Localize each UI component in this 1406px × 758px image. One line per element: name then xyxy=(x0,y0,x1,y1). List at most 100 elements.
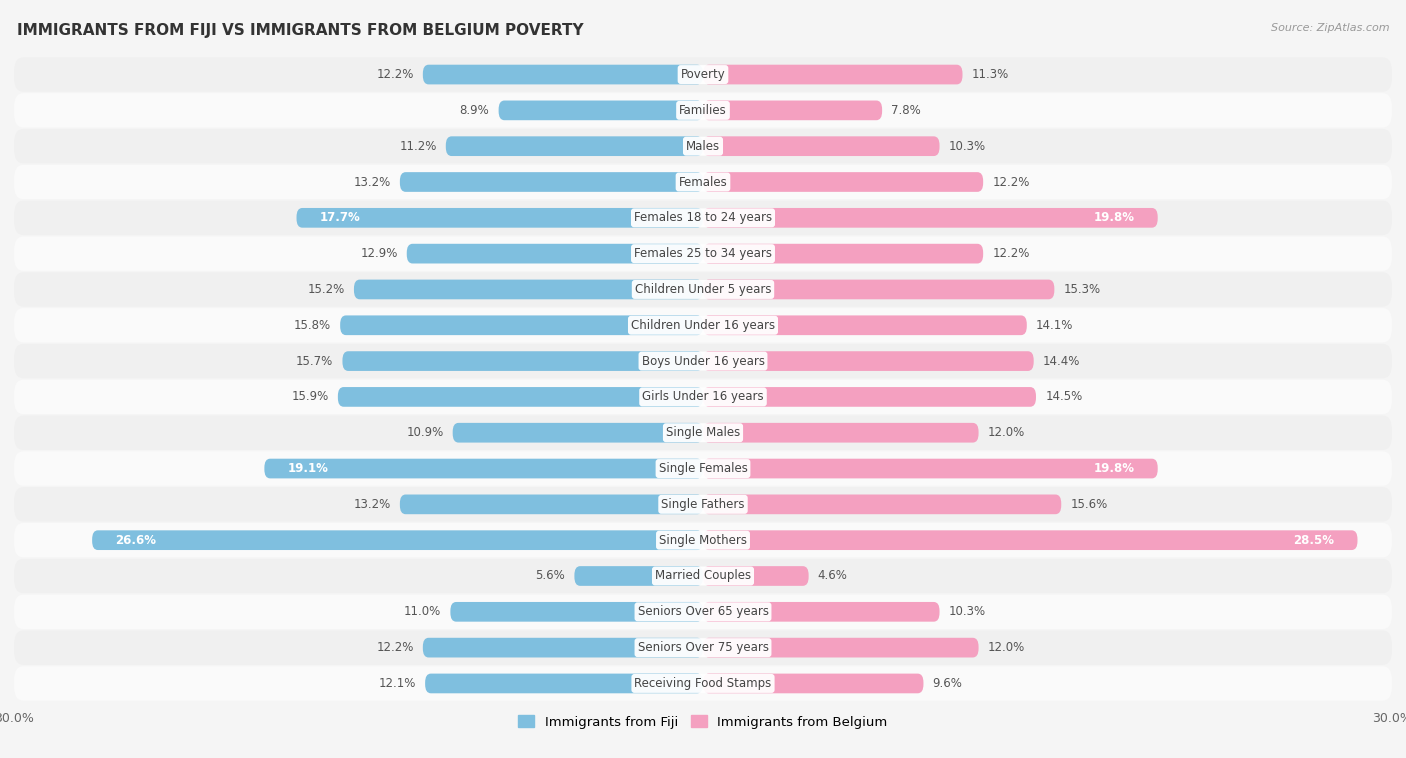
Text: Females 18 to 24 years: Females 18 to 24 years xyxy=(634,211,772,224)
FancyBboxPatch shape xyxy=(14,164,1392,199)
Text: 15.8%: 15.8% xyxy=(294,319,330,332)
Text: Males: Males xyxy=(686,139,720,152)
FancyBboxPatch shape xyxy=(703,566,808,586)
FancyBboxPatch shape xyxy=(14,487,1392,522)
Text: Children Under 5 years: Children Under 5 years xyxy=(634,283,772,296)
FancyBboxPatch shape xyxy=(453,423,703,443)
Text: Seniors Over 75 years: Seniors Over 75 years xyxy=(637,641,769,654)
FancyBboxPatch shape xyxy=(703,172,983,192)
FancyBboxPatch shape xyxy=(425,674,703,694)
FancyBboxPatch shape xyxy=(703,351,1033,371)
FancyBboxPatch shape xyxy=(703,531,1358,550)
FancyBboxPatch shape xyxy=(14,129,1392,164)
FancyBboxPatch shape xyxy=(399,172,703,192)
FancyBboxPatch shape xyxy=(14,58,1392,92)
FancyBboxPatch shape xyxy=(703,674,924,694)
FancyBboxPatch shape xyxy=(14,451,1392,486)
Text: Families: Families xyxy=(679,104,727,117)
Text: 19.8%: 19.8% xyxy=(1094,211,1135,224)
Text: Single Fathers: Single Fathers xyxy=(661,498,745,511)
Text: Single Mothers: Single Mothers xyxy=(659,534,747,547)
Text: 11.2%: 11.2% xyxy=(399,139,437,152)
Text: 12.1%: 12.1% xyxy=(378,677,416,690)
Text: 13.2%: 13.2% xyxy=(353,176,391,189)
FancyBboxPatch shape xyxy=(14,523,1392,557)
Text: 14.4%: 14.4% xyxy=(1043,355,1080,368)
Text: Children Under 16 years: Children Under 16 years xyxy=(631,319,775,332)
FancyBboxPatch shape xyxy=(14,236,1392,271)
Text: 10.3%: 10.3% xyxy=(949,606,986,619)
FancyBboxPatch shape xyxy=(264,459,703,478)
FancyBboxPatch shape xyxy=(703,494,1062,514)
FancyBboxPatch shape xyxy=(703,387,1036,407)
FancyBboxPatch shape xyxy=(14,380,1392,414)
FancyBboxPatch shape xyxy=(14,666,1392,700)
Text: Married Couples: Married Couples xyxy=(655,569,751,582)
FancyBboxPatch shape xyxy=(14,415,1392,450)
FancyBboxPatch shape xyxy=(14,631,1392,665)
FancyBboxPatch shape xyxy=(93,531,703,550)
Text: 15.7%: 15.7% xyxy=(297,355,333,368)
Text: 12.2%: 12.2% xyxy=(993,176,1029,189)
FancyBboxPatch shape xyxy=(703,244,983,264)
FancyBboxPatch shape xyxy=(14,93,1392,127)
FancyBboxPatch shape xyxy=(703,602,939,622)
FancyBboxPatch shape xyxy=(450,602,703,622)
Text: 13.2%: 13.2% xyxy=(353,498,391,511)
Text: 5.6%: 5.6% xyxy=(536,569,565,582)
FancyBboxPatch shape xyxy=(337,387,703,407)
Text: 15.6%: 15.6% xyxy=(1070,498,1108,511)
Text: 12.2%: 12.2% xyxy=(993,247,1029,260)
Text: 12.9%: 12.9% xyxy=(360,247,398,260)
Text: 15.2%: 15.2% xyxy=(308,283,344,296)
Text: Single Females: Single Females xyxy=(658,462,748,475)
Text: 4.6%: 4.6% xyxy=(818,569,848,582)
FancyBboxPatch shape xyxy=(297,208,703,227)
Text: Single Males: Single Males xyxy=(666,426,740,439)
Text: 14.1%: 14.1% xyxy=(1036,319,1073,332)
FancyBboxPatch shape xyxy=(703,637,979,657)
FancyBboxPatch shape xyxy=(703,208,1157,227)
Text: IMMIGRANTS FROM FIJI VS IMMIGRANTS FROM BELGIUM POVERTY: IMMIGRANTS FROM FIJI VS IMMIGRANTS FROM … xyxy=(17,23,583,38)
Text: Females 25 to 34 years: Females 25 to 34 years xyxy=(634,247,772,260)
FancyBboxPatch shape xyxy=(703,101,882,121)
Text: 9.6%: 9.6% xyxy=(932,677,963,690)
FancyBboxPatch shape xyxy=(423,637,703,657)
Text: 15.3%: 15.3% xyxy=(1063,283,1101,296)
Text: Females: Females xyxy=(679,176,727,189)
FancyBboxPatch shape xyxy=(343,351,703,371)
Text: 14.5%: 14.5% xyxy=(1045,390,1083,403)
FancyBboxPatch shape xyxy=(575,566,703,586)
FancyBboxPatch shape xyxy=(703,315,1026,335)
FancyBboxPatch shape xyxy=(14,272,1392,307)
FancyBboxPatch shape xyxy=(406,244,703,264)
Text: 11.3%: 11.3% xyxy=(972,68,1010,81)
Text: 19.1%: 19.1% xyxy=(287,462,328,475)
Text: 12.0%: 12.0% xyxy=(988,641,1025,654)
Text: 12.0%: 12.0% xyxy=(988,426,1025,439)
FancyBboxPatch shape xyxy=(340,315,703,335)
FancyBboxPatch shape xyxy=(499,101,703,121)
Text: 12.2%: 12.2% xyxy=(377,641,413,654)
Text: 15.9%: 15.9% xyxy=(291,390,329,403)
Text: Source: ZipAtlas.com: Source: ZipAtlas.com xyxy=(1271,23,1389,33)
FancyBboxPatch shape xyxy=(14,308,1392,343)
Text: Seniors Over 65 years: Seniors Over 65 years xyxy=(637,606,769,619)
FancyBboxPatch shape xyxy=(354,280,703,299)
Text: 28.5%: 28.5% xyxy=(1294,534,1334,547)
Text: Receiving Food Stamps: Receiving Food Stamps xyxy=(634,677,772,690)
Text: Girls Under 16 years: Girls Under 16 years xyxy=(643,390,763,403)
FancyBboxPatch shape xyxy=(703,136,939,156)
FancyBboxPatch shape xyxy=(14,201,1392,235)
Text: 17.7%: 17.7% xyxy=(319,211,360,224)
Text: 10.3%: 10.3% xyxy=(949,139,986,152)
Text: 8.9%: 8.9% xyxy=(460,104,489,117)
Text: 7.8%: 7.8% xyxy=(891,104,921,117)
Text: 26.6%: 26.6% xyxy=(115,534,156,547)
FancyBboxPatch shape xyxy=(703,459,1157,478)
FancyBboxPatch shape xyxy=(446,136,703,156)
Text: Poverty: Poverty xyxy=(681,68,725,81)
Legend: Immigrants from Fiji, Immigrants from Belgium: Immigrants from Fiji, Immigrants from Be… xyxy=(513,710,893,735)
Text: Boys Under 16 years: Boys Under 16 years xyxy=(641,355,765,368)
FancyBboxPatch shape xyxy=(14,594,1392,629)
